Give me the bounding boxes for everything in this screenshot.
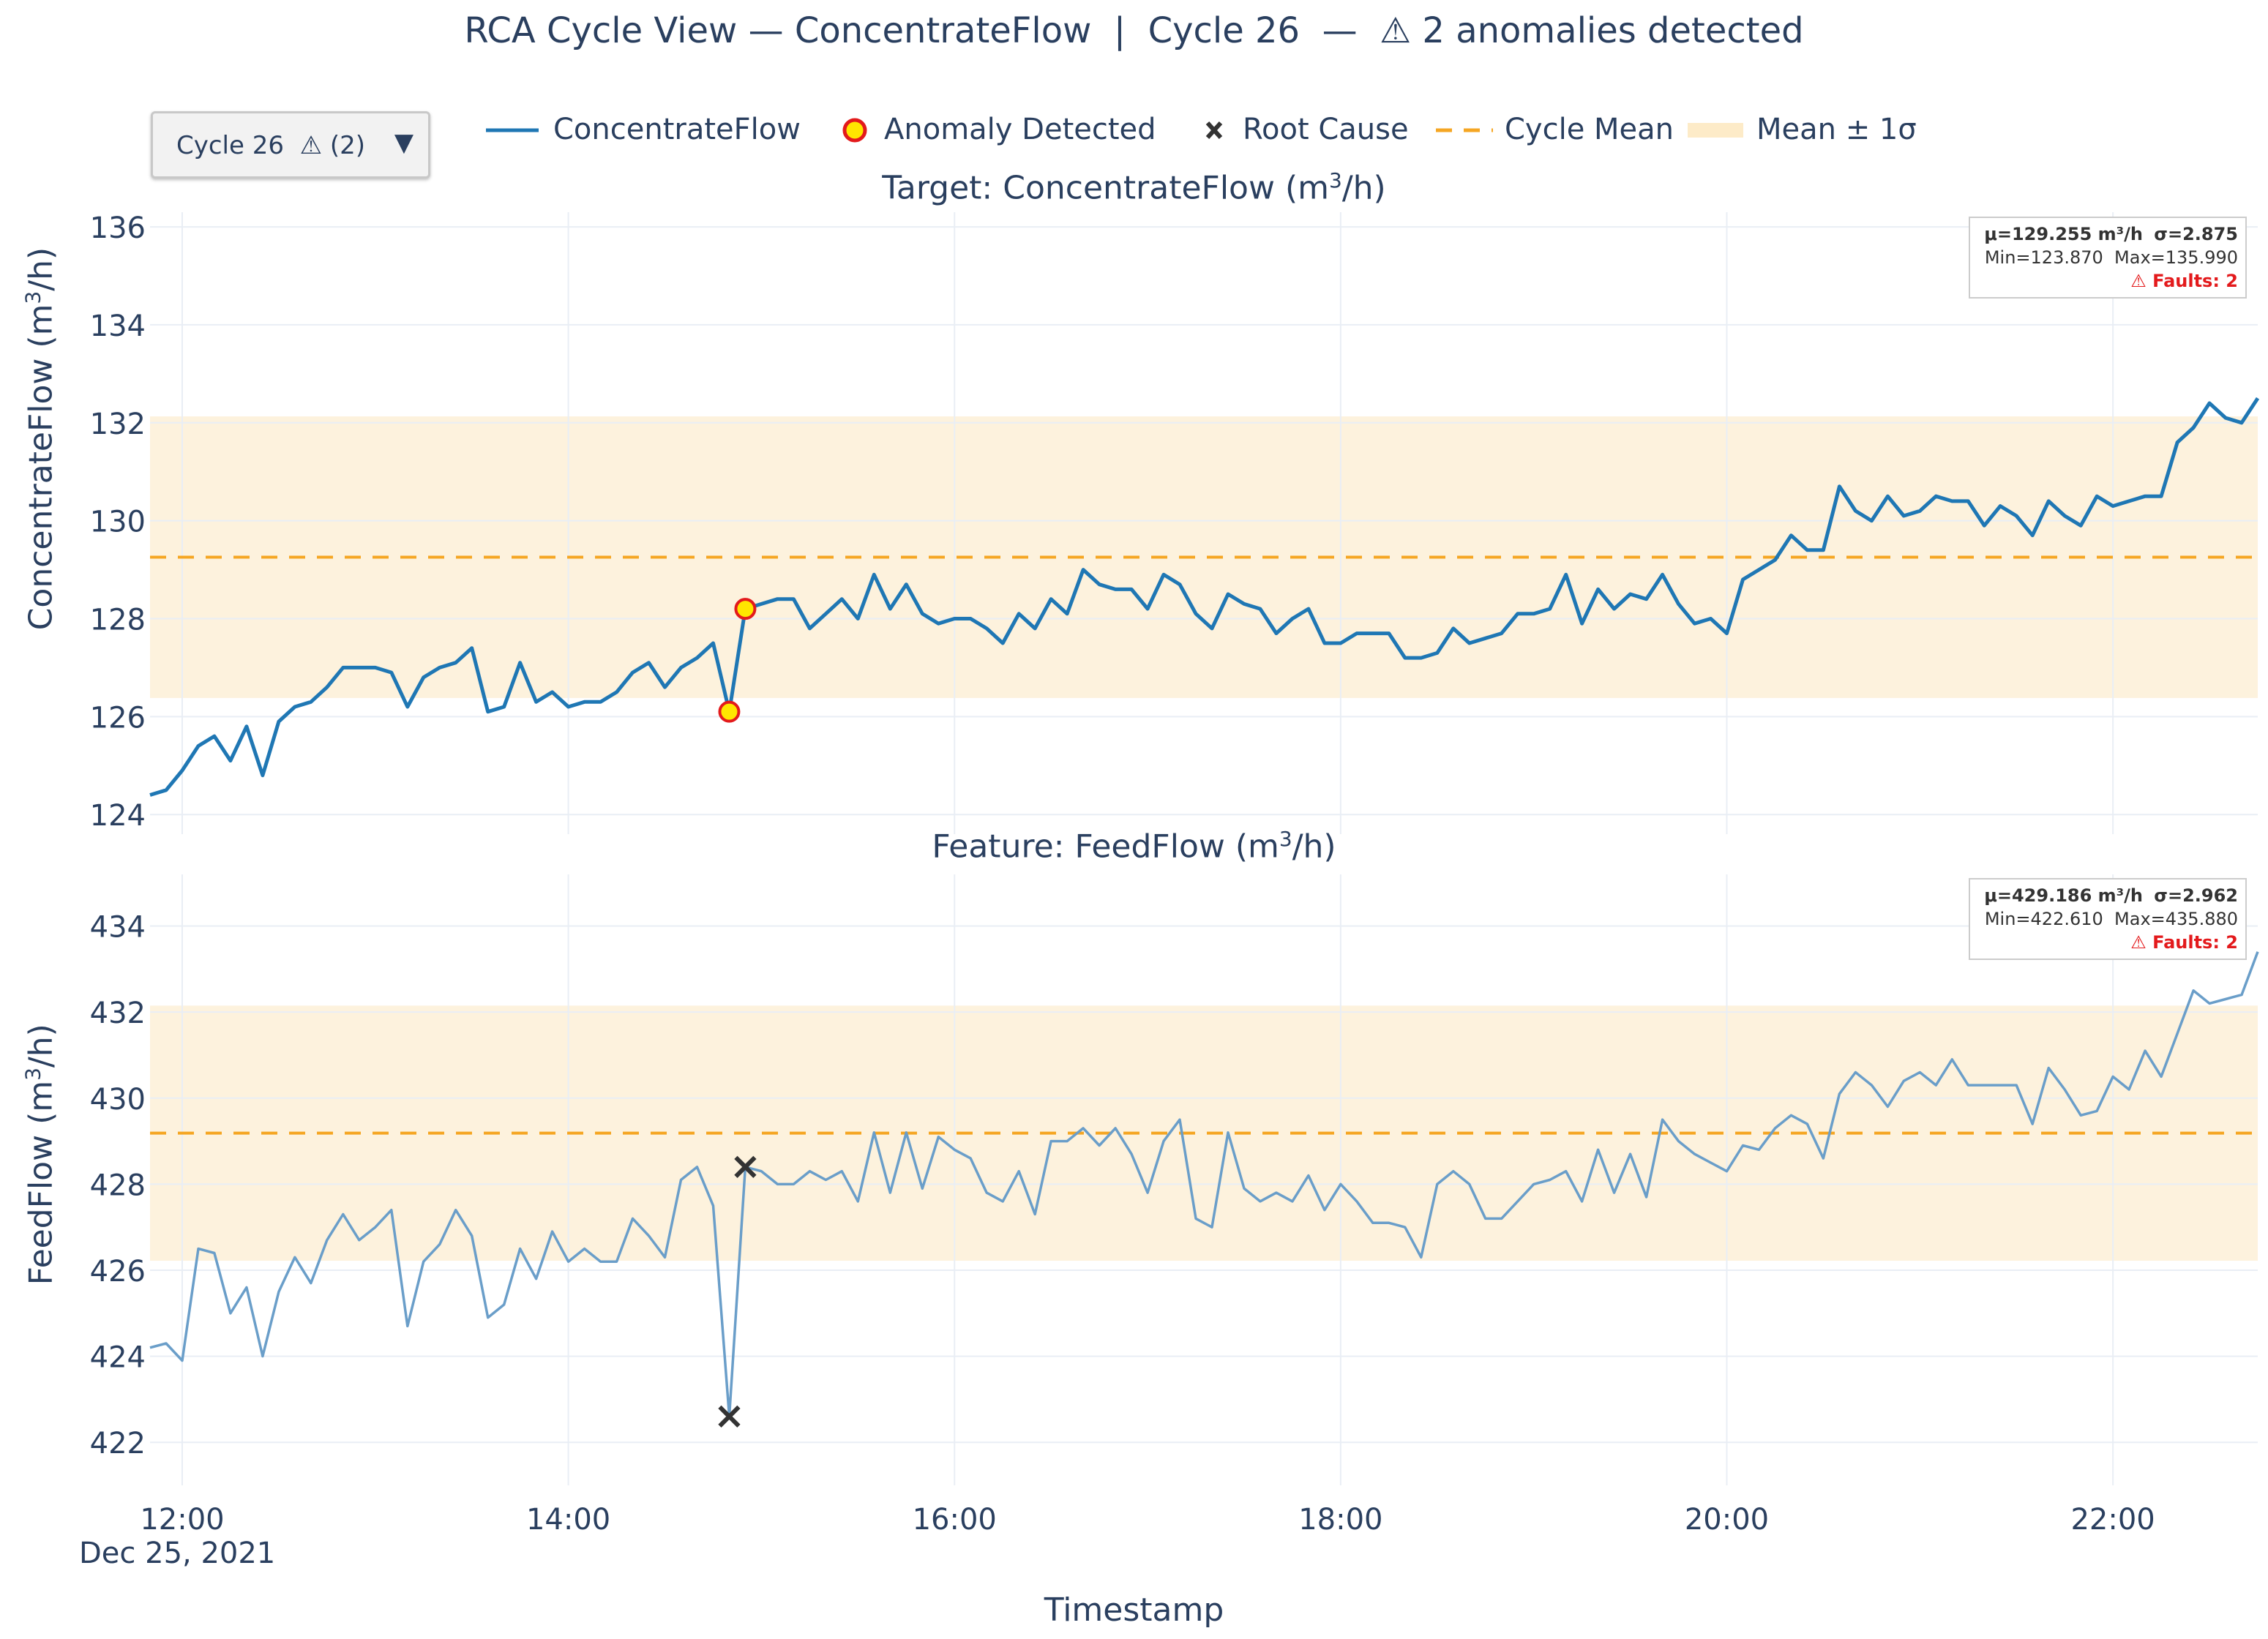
stats-box-feature: μ=429.186 m³/h σ=2.962 Min=422.610 Max=4… — [1969, 878, 2247, 960]
y-tick-label: 134 — [90, 310, 146, 343]
x-tick-label: 22:00 — [2070, 1503, 2155, 1537]
root-cause-marker — [718, 1405, 741, 1428]
y-tick-label: 434 — [90, 911, 146, 945]
y-axis-label-feature-sup: 3 — [20, 1068, 45, 1081]
y-tick-label: 424 — [90, 1341, 146, 1375]
stats-min-max: Min=422.610 Max=435.880 — [1984, 909, 2238, 929]
stats-row: μ=429.186 m³/h σ=2.962 — [1977, 884, 2238, 907]
cycle-dropdown[interactable]: Cycle 26 ⚠ (2) ▼ — [151, 111, 430, 179]
subplot-title-feature-suffix: /h) — [1292, 828, 1336, 866]
stats-sigma: σ=2.875 — [2154, 224, 2238, 244]
subplot-title-feature-text: Feature: FeedFlow (m — [932, 828, 1279, 866]
y-tick-label: 126 — [90, 701, 146, 735]
legend-label: Anomaly Detected — [884, 113, 1156, 146]
cycle-dropdown-value: Cycle 26 ⚠ (2) — [176, 131, 366, 160]
stats-row: μ=129.255 m³/h σ=2.875 — [1977, 222, 2238, 246]
y-tick-label: 128 — [90, 604, 146, 637]
x-marker-icon — [1205, 121, 1223, 140]
dash-line-icon — [1436, 128, 1493, 132]
feedflow-series-line — [149, 951, 2259, 1418]
stats-sigma: σ=2.962 — [2154, 885, 2238, 906]
concentrateflow-series-line — [149, 397, 2260, 797]
main-title: RCA Cycle View — ConcentrateFlow | Cycle… — [464, 10, 1804, 51]
legend-item-concentrateflow[interactable]: ConcentrateFlow — [483, 108, 805, 152]
y-axis-label-target-suffix: /h) — [22, 247, 60, 291]
legend-label: Cycle Mean — [1505, 113, 1674, 146]
subplot-title-target-sup: 3 — [1328, 168, 1342, 192]
stats-faults: ⚠ Faults: 2 — [2130, 271, 2238, 291]
legend-label: Mean ± 1σ — [1756, 113, 1917, 146]
x-tick-label: 18:00 — [1298, 1503, 1382, 1537]
legend-item-root-cause[interactable]: Root Cause — [1191, 108, 1426, 152]
anomaly-marker — [734, 598, 757, 620]
y-tick-label: 426 — [90, 1255, 146, 1289]
x-tick-label: 20:00 — [1685, 1503, 1769, 1537]
stats-faults: ⚠ Faults: 2 — [2130, 932, 2238, 953]
y-tick-label: 136 — [90, 211, 146, 245]
x-tick-label: 14:00 — [526, 1503, 610, 1537]
subplot-title-target-text: Target: ConcentrateFlow (m — [882, 169, 1329, 207]
legend-label: ConcentrateFlow — [553, 113, 801, 146]
subplot-title-feature: Feature: FeedFlow (m3/h) — [0, 827, 2268, 866]
y-axis-label-feature-text: FeedFlow (m — [22, 1080, 60, 1286]
y-tick-label: 422 — [90, 1427, 146, 1460]
y-axis-label-target-sup: 3 — [20, 290, 45, 304]
y-axis-label-feature-suffix: /h) — [22, 1024, 60, 1068]
subplot-title-target: Target: ConcentrateFlow (m3/h) — [0, 168, 2268, 207]
x-axis-title: Timestamp — [1044, 1591, 1224, 1629]
stats-min-max: Min=123.870 Max=135.990 — [1984, 247, 2238, 268]
y-axis-label-target-text: ConcentrateFlow (m — [22, 304, 60, 631]
root-cause-marker — [734, 1155, 757, 1178]
y-axis-label-target: ConcentrateFlow (m3/h) — [21, 247, 60, 631]
legend-item-cycle-mean[interactable]: Cycle Mean — [1434, 108, 1674, 152]
stats-box-target: μ=129.255 m³/h σ=2.875 Min=123.870 Max=1… — [1969, 217, 2247, 299]
triangle-down-icon[interactable]: ▼ — [394, 128, 413, 157]
x-axis-date-label: Dec 25, 2021 — [79, 1537, 276, 1570]
legend-label: Root Cause — [1243, 113, 1409, 146]
x-tick-label: 12:00 — [140, 1503, 224, 1537]
y-tick-label: 132 — [90, 408, 146, 441]
y-tick-label: 430 — [90, 1083, 146, 1117]
anomaly-marker — [718, 700, 741, 723]
x-tick-label: 16:00 — [913, 1503, 997, 1537]
stats-mu: μ=129.255 m³/h — [1984, 224, 2144, 244]
y-axis-label-feature: FeedFlow (m3/h) — [20, 1024, 60, 1286]
y-tick-label: 432 — [90, 997, 146, 1030]
circle-marker-icon — [842, 118, 867, 143]
subplot-title-feature-sup: 3 — [1279, 827, 1292, 851]
plot-area-feature: 422 424 426 428 430 432 434 — [90, 874, 2259, 1485]
band-icon — [1688, 123, 1743, 138]
line-icon — [486, 128, 539, 132]
plot-area-target: 124 126 128 130 132 134 136 — [90, 211, 2260, 834]
subplot-title-target-suffix: /h) — [1341, 169, 1386, 207]
legend-item-mean-band[interactable]: Mean ± 1σ — [1686, 108, 1935, 152]
stats-mu: μ=429.186 m³/h — [1984, 885, 2144, 906]
legend-item-anomaly-detected[interactable]: Anomaly Detected — [833, 108, 1184, 152]
y-tick-label: 124 — [90, 799, 146, 833]
y-tick-label: 130 — [90, 506, 146, 539]
y-tick-label: 428 — [90, 1169, 146, 1202]
